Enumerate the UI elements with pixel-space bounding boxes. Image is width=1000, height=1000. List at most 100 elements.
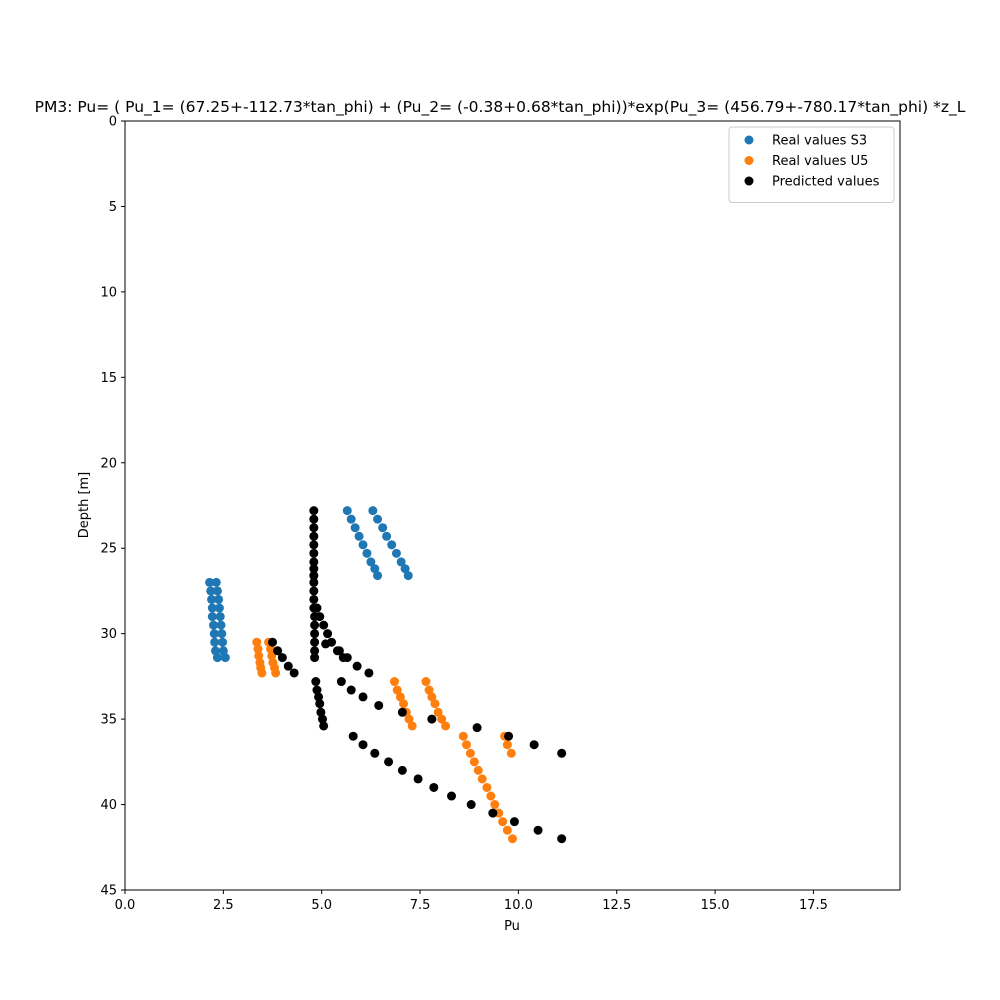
data-point <box>346 685 356 695</box>
legend-marker <box>744 176 754 186</box>
data-point <box>506 748 516 758</box>
data-point <box>358 692 368 702</box>
data-point <box>473 765 483 775</box>
data-point <box>529 740 539 750</box>
x-tick-label: 17.5 <box>799 898 828 913</box>
legend-box <box>728 126 895 203</box>
data-point <box>433 707 443 717</box>
data-point <box>424 685 434 695</box>
data-point <box>338 653 348 663</box>
data-point <box>350 523 360 533</box>
x-tick-label: 12.5 <box>602 898 631 913</box>
data-point <box>309 577 319 587</box>
data-point <box>557 748 567 758</box>
data-point <box>321 639 331 649</box>
data-point <box>427 714 437 724</box>
data-point <box>509 817 519 827</box>
y-tick-label: 20 <box>100 456 117 471</box>
data-point <box>395 692 405 702</box>
data-point <box>504 731 514 741</box>
data-point <box>387 540 397 550</box>
data-point <box>212 586 222 596</box>
data-point <box>461 740 471 750</box>
data-point <box>354 531 364 541</box>
data-point <box>488 808 498 818</box>
data-point <box>253 644 263 654</box>
data-point <box>309 557 319 567</box>
plot-frame <box>124 120 901 891</box>
data-point <box>502 825 512 835</box>
data-point <box>211 577 221 587</box>
x-tick-label: 0.0 <box>115 898 136 913</box>
data-point <box>502 740 512 750</box>
y-tick-label: 35 <box>100 713 117 728</box>
data-point <box>309 531 319 541</box>
data-point <box>477 774 487 784</box>
data-point <box>466 800 476 810</box>
data-point <box>533 825 543 835</box>
legend: Real values S3 Real values U5 Predicted va… <box>728 126 895 203</box>
data-point <box>315 699 325 709</box>
data-point <box>404 714 414 724</box>
legend-label: Predicted values <box>772 175 880 190</box>
y-tick-label: 5 <box>109 200 117 215</box>
data-point <box>311 677 321 687</box>
x-tick-label: 7.5 <box>410 898 431 913</box>
data-point <box>384 757 394 767</box>
data-point <box>312 603 322 613</box>
data-point <box>458 731 468 741</box>
data-point <box>403 571 413 581</box>
data-point <box>268 637 278 647</box>
data-point <box>214 594 224 604</box>
data-point <box>309 540 319 550</box>
legend-label: Real values U5 <box>772 154 868 169</box>
x-tick-label: 10.0 <box>504 898 533 913</box>
data-point <box>498 817 508 827</box>
data-point <box>486 791 496 801</box>
y-tick-label: 30 <box>100 627 117 642</box>
legend-marker <box>744 135 754 145</box>
data-point <box>310 637 320 647</box>
data-point <box>465 748 475 758</box>
data-point <box>218 637 228 647</box>
y-tick-label: 0 <box>109 115 117 130</box>
data-point <box>391 548 401 558</box>
data-point <box>441 721 451 731</box>
data-point <box>429 782 439 792</box>
data-point <box>319 721 329 731</box>
data-point <box>397 765 407 775</box>
data-point <box>336 677 346 687</box>
y-tick-label: 40 <box>100 798 117 813</box>
data-point <box>309 523 319 533</box>
data-point <box>508 834 517 844</box>
data-point <box>310 629 320 639</box>
data-point <box>317 714 327 724</box>
data-point <box>472 723 482 733</box>
data-point <box>413 774 423 784</box>
data-point <box>309 564 319 574</box>
data-point <box>373 571 383 581</box>
data-point <box>309 548 319 558</box>
legend-label: Real values S3 <box>772 134 867 149</box>
chart-title: PM3: Pu= ( Pu_1= (67.25+-112.73*tan_phi)… <box>35 98 966 117</box>
data-point <box>316 707 326 717</box>
data-point <box>319 620 329 630</box>
data-point <box>217 629 227 639</box>
data-point <box>309 571 319 581</box>
data-point <box>310 620 320 630</box>
x-axis-label: Pu <box>504 919 520 934</box>
data-point <box>368 506 378 516</box>
data-point <box>309 594 319 604</box>
data-point <box>254 651 264 661</box>
data-point <box>273 646 283 656</box>
data-point <box>400 564 410 574</box>
data-point <box>370 564 380 574</box>
data-point <box>312 685 322 695</box>
data-point <box>427 692 437 702</box>
data-point <box>399 699 409 709</box>
y-tick-label: 15 <box>100 371 117 386</box>
data-point <box>209 629 219 639</box>
data-point <box>309 506 319 516</box>
data-point <box>437 714 447 724</box>
data-point <box>342 506 352 516</box>
